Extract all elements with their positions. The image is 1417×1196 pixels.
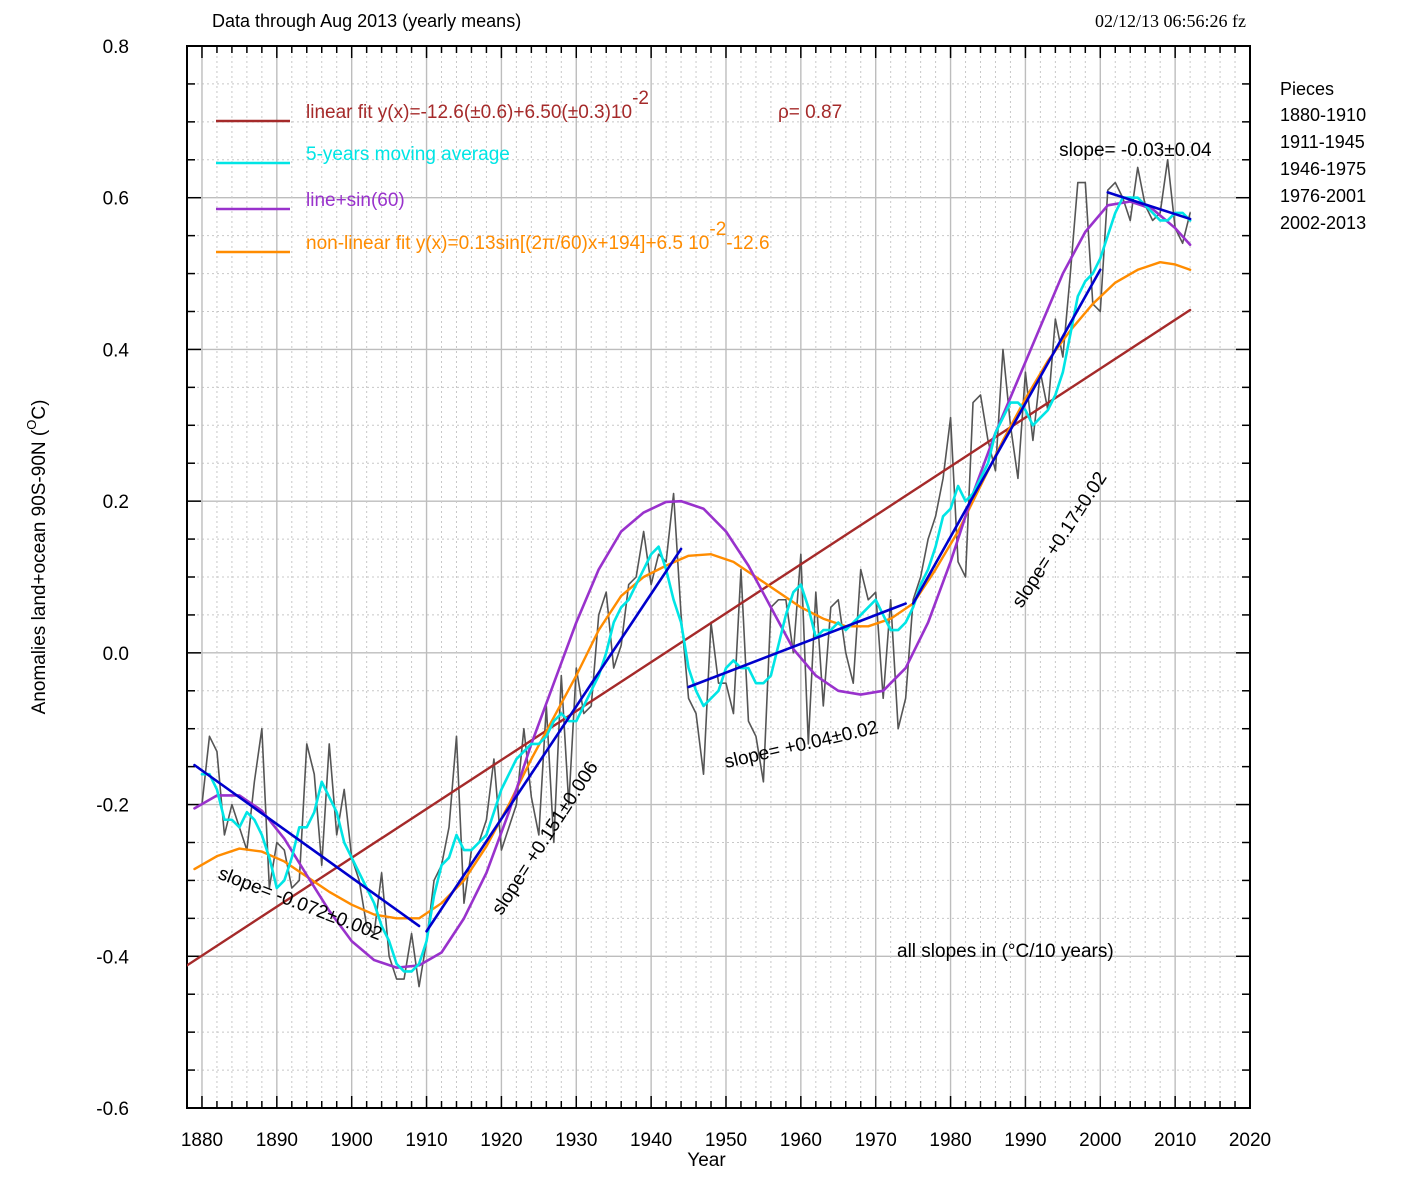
x-tick-label: 1990 bbox=[1004, 1130, 1046, 1151]
piece-range-3: 1946-1975 bbox=[1280, 159, 1366, 179]
y-tick-label: 0.2 bbox=[103, 492, 129, 513]
y-tick-label: 0.4 bbox=[103, 340, 130, 361]
x-tick-label: 1970 bbox=[855, 1130, 897, 1151]
piecewise-fit-line-3 bbox=[687, 602, 907, 689]
legend-label-ma: 5-years moving average bbox=[306, 144, 510, 165]
timestamp: 02/12/13 06:56:26 fz bbox=[1095, 11, 1246, 31]
slopes-units-note: all slopes in (°C/10 years) bbox=[897, 941, 1114, 962]
y-tick-label: 0.0 bbox=[103, 644, 129, 665]
piece-range-4: 1976-2001 bbox=[1280, 186, 1366, 206]
y-axis-label: Anomalies land+ocean 90S-90N (OC) bbox=[24, 400, 50, 715]
linear-fit-line bbox=[187, 308, 1192, 967]
y-tick-label: -0.2 bbox=[96, 796, 129, 817]
chart-subtitle: Data through Aug 2013 (yearly means) bbox=[212, 11, 521, 31]
annual-anomaly-line bbox=[201, 158, 1191, 988]
y-tick-label: 0.8 bbox=[103, 37, 129, 58]
x-tick-label: 1900 bbox=[331, 1130, 373, 1151]
y-tick-label: -0.4 bbox=[96, 947, 129, 968]
legend: linear fit y(x)=-12.6(±0.6)+6.50(±0.3)10… bbox=[216, 88, 842, 254]
piecewise-fit-line-2 bbox=[425, 547, 683, 933]
legend-label-sine: line+sin(60) bbox=[306, 190, 405, 211]
x-tick-label: 2000 bbox=[1079, 1130, 1121, 1151]
x-tick-label: 1910 bbox=[405, 1130, 447, 1151]
x-tick-label: 2020 bbox=[1229, 1130, 1271, 1151]
x-tick-label: 1920 bbox=[480, 1130, 522, 1151]
piecewise-fit-line-1 bbox=[193, 763, 421, 928]
line-plus-sine-line bbox=[193, 200, 1192, 969]
piecewise-fit-line-4 bbox=[911, 268, 1102, 605]
x-tick-label: 1880 bbox=[181, 1130, 223, 1151]
x-tick-label: 1950 bbox=[705, 1130, 747, 1151]
series-group bbox=[187, 158, 1192, 988]
y-tick-label: -0.6 bbox=[96, 1099, 129, 1120]
x-tick-label: 1940 bbox=[630, 1130, 672, 1151]
x-axis-label: Year bbox=[687, 1150, 726, 1171]
y-tick-label: 0.6 bbox=[103, 189, 129, 210]
piecewise-fit-line-5 bbox=[1106, 191, 1192, 221]
x-tick-label: 1960 bbox=[780, 1130, 822, 1151]
x-tick-label: 2010 bbox=[1154, 1130, 1196, 1151]
x-tick-label: 1890 bbox=[256, 1130, 298, 1151]
nonlinear-fit-line bbox=[193, 260, 1192, 920]
slope-annotation-4: slope= +0.17±0.02 bbox=[1008, 468, 1111, 611]
piece-range-1: 1880-1910 bbox=[1280, 105, 1366, 125]
x-tick-label: 1930 bbox=[555, 1130, 597, 1151]
pieces-title: Pieces bbox=[1280, 79, 1334, 99]
piece-range-5: 2002-2013 bbox=[1280, 213, 1366, 233]
slope-annotation-5: slope= -0.03±0.04 bbox=[1059, 140, 1212, 161]
legend-label-linear: linear fit y(x)=-12.6(±0.6)+6.50(±0.3)10… bbox=[306, 88, 842, 123]
x-tick-label: 1980 bbox=[929, 1130, 971, 1151]
piece-range-2: 1911-1945 bbox=[1280, 132, 1365, 152]
legend-label-nonlinear: non-linear fit y(x)=0.13sin[(2π/60)x+194… bbox=[306, 219, 770, 254]
